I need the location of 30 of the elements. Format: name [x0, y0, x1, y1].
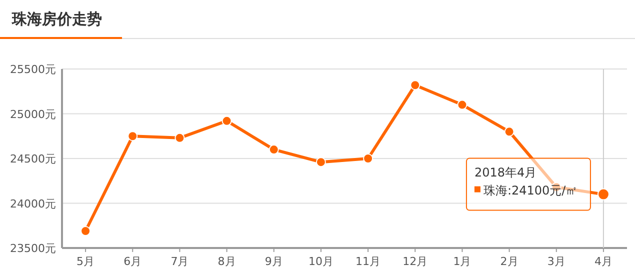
x-tick-label: 12月: [402, 255, 428, 268]
y-tick-label: 25000元: [10, 108, 56, 121]
point: [174, 132, 185, 143]
y-tick-label: 24000元: [10, 197, 56, 210]
x-tick-label: 6月: [124, 255, 142, 268]
x-tick-label: 2月: [500, 255, 518, 268]
point: [504, 126, 514, 137]
x-tick-label: 8月: [218, 255, 236, 268]
x-tick-label: 4月: [594, 255, 612, 268]
y-tick-label: 23500元: [10, 242, 56, 255]
x-tick-label: 1月: [453, 255, 472, 268]
y-tick-label: 24500元: [10, 152, 56, 166]
x-tick-label: 11月: [356, 255, 381, 268]
x-tick-label: 5月: [76, 255, 95, 268]
point: [268, 144, 279, 155]
point: [363, 154, 374, 164]
point: [410, 80, 420, 90]
point: [128, 131, 138, 142]
x-tick-label: 3月: [547, 255, 566, 268]
point: [316, 157, 326, 168]
point: [457, 100, 468, 110]
point: [222, 116, 232, 126]
chart-title: 珠海房价走势: [11, 10, 102, 28]
x-tick-label: 7月: [170, 255, 189, 268]
y-tick-label: 25500元: [10, 63, 56, 76]
x-tick-label: 10月: [308, 255, 334, 268]
annotation: 2018年4月: [474, 165, 537, 180]
point: [80, 226, 91, 236]
annotation: 珠海:24100元/㎡: [483, 183, 578, 198]
x-tick-label: 9月: [264, 255, 283, 268]
